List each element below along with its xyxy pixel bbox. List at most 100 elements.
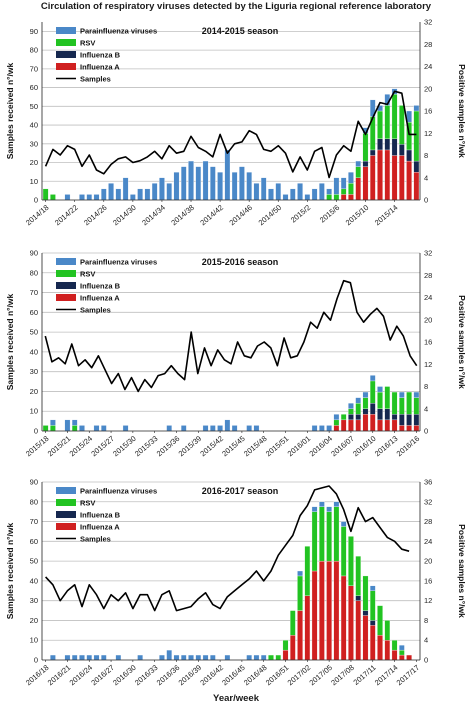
bar-parainfluenza-viruses — [239, 166, 245, 201]
bar-parainfluenza-viruses — [253, 183, 260, 201]
bar-rsv — [399, 105, 405, 145]
bar-rsv — [391, 391, 398, 415]
x-tick-label: 2016/33 — [133, 663, 160, 687]
y-tick-label: 50 — [30, 102, 38, 111]
bar-parainfluenza-viruses — [413, 391, 420, 398]
bar-rsv — [369, 590, 376, 621]
y-tick-label: 40 — [30, 347, 38, 356]
x-tick-label: 2014/30 — [111, 203, 138, 227]
y-tick-label: 20 — [30, 616, 38, 625]
legend-label: Samples — [80, 75, 111, 84]
bar-parainfluenza-viruses — [282, 194, 289, 201]
bar-parainfluenza-viruses — [79, 425, 85, 432]
x-tick-label: 2015/30 — [111, 434, 138, 458]
y-tick-label: 80 — [30, 46, 38, 55]
bar-rsv — [377, 110, 383, 139]
x-tick-label: 2014/18 — [24, 203, 51, 227]
x-tick-label: 2017/08 — [329, 663, 356, 687]
y2-tick-label: 0 — [424, 196, 428, 205]
bar-influenza-a — [297, 610, 303, 661]
y2-tick-label: 24 — [424, 537, 432, 546]
legend-swatch — [56, 27, 76, 34]
x-tick-label: 2015/51 — [264, 434, 291, 458]
bar-influenza-a — [399, 654, 405, 661]
y-tick-label: 70 — [30, 64, 38, 73]
bar-parainfluenza-viruses — [224, 654, 231, 661]
bar-influenza-a — [413, 425, 420, 432]
bar-parainfluenza-viruses — [348, 172, 354, 184]
y-tick-label: 40 — [30, 576, 38, 585]
x-tick-label: 2017/17 — [395, 663, 422, 687]
x-tick-label: 2015/36 — [155, 434, 182, 458]
bar-parainfluenza-viruses — [319, 183, 325, 201]
x-tick-label: 2017/02 — [286, 663, 313, 687]
y-axis-title: Samples received n°/wk — [5, 522, 15, 619]
legend-swatch — [56, 51, 76, 58]
bar-rsv — [326, 511, 332, 562]
bar-rsv — [311, 511, 318, 572]
bar-parainfluenza-viruses — [202, 160, 209, 201]
bar-influenza-b — [406, 149, 412, 162]
x-tick-label: 2017/11 — [351, 663, 377, 687]
bar-influenza-a — [377, 419, 383, 432]
y2-tick-label: 12 — [424, 129, 432, 138]
bar-parainfluenza-viruses — [311, 425, 318, 432]
y2-tick-label: 24 — [424, 293, 432, 302]
bar-parainfluenza-viruses — [340, 177, 347, 190]
samples-line — [44, 90, 417, 179]
y-tick-label: 50 — [30, 557, 38, 566]
bar-rsv — [355, 556, 361, 596]
bar-parainfluenza-viruses — [340, 521, 347, 527]
x-tick-label: 2016/45 — [220, 663, 247, 687]
bar-influenza-b — [369, 620, 376, 626]
bar-influenza-a — [340, 194, 347, 201]
y-tick-label: 30 — [30, 139, 38, 148]
x-tick-label: 2015/33 — [133, 434, 160, 458]
bar-influenza-a — [319, 560, 325, 661]
season-title: 2014-2015 season — [202, 26, 279, 36]
bar-parainfluenza-viruses — [253, 425, 260, 432]
y-tick-label: 0 — [34, 656, 38, 665]
y-tick-label: 60 — [30, 537, 38, 546]
bar-parainfluenza-viruses — [399, 391, 405, 398]
x-tick-label: 2014/42 — [198, 203, 225, 227]
bar-parainfluenza-viruses — [326, 506, 332, 512]
legend-label: Influenza B — [80, 511, 121, 520]
bar-parainfluenza-viruses — [319, 425, 325, 432]
y2-tick-label: 28 — [424, 517, 432, 526]
bar-parainfluenza-viruses — [159, 654, 165, 661]
bar-influenza-b — [399, 414, 405, 426]
bar-parainfluenza-viruses — [260, 654, 267, 661]
y-tick-label: 10 — [30, 177, 38, 186]
legend-label: RSV — [80, 270, 95, 279]
y-tick-label: 0 — [34, 196, 38, 205]
x-tick-label: 2016/21 — [46, 663, 73, 687]
bar-parainfluenza-viruses — [224, 419, 231, 432]
bar-parainfluenza-viruses — [93, 425, 100, 432]
bar-parainfluenza-viruses — [115, 654, 122, 661]
legend-swatch — [56, 511, 76, 518]
bar-parainfluenza-viruses — [180, 654, 187, 661]
bar-influenza-b — [391, 414, 398, 421]
x-tick-label: 2016/16 — [395, 434, 422, 458]
x-tick-label: 2014/34 — [140, 203, 167, 227]
y-tick-label: 70 — [30, 517, 38, 526]
x-tick-label: 2015/27 — [89, 434, 116, 458]
y2-tick-label: 0 — [424, 427, 428, 436]
bar-influenza-b — [369, 149, 376, 156]
bar-parainfluenza-viruses — [159, 177, 165, 201]
bar-parainfluenza-viruses — [348, 403, 354, 409]
y-tick-label: 50 — [30, 328, 38, 337]
bar-parainfluenza-viruses — [108, 183, 114, 201]
bar-parainfluenza-viruses — [173, 172, 180, 201]
x-tick-label: 2015/21 — [46, 434, 73, 458]
x-tick-label: 2015/10 — [344, 203, 371, 227]
bar-parainfluenza-viruses — [217, 172, 223, 201]
bar-parainfluenza-viruses — [151, 183, 158, 201]
y-tick-label: 80 — [30, 497, 38, 506]
bar-influenza-b — [355, 595, 361, 601]
x-tick-label: 2016/36 — [155, 663, 182, 687]
y2-tick-label: 12 — [424, 596, 432, 605]
y2-tick-label: 4 — [424, 636, 428, 645]
y2-tick-label: 16 — [424, 576, 432, 585]
